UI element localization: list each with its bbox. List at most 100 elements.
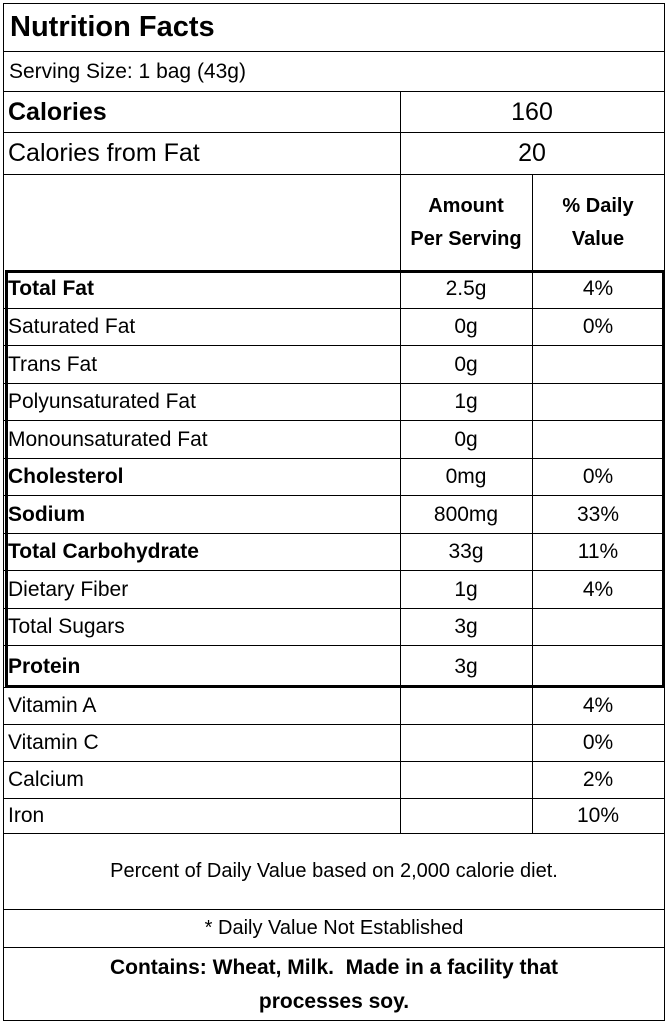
nutrient-name: Saturated Fat [8,315,136,338]
nutrient-amount: 1g [454,577,478,601]
table-row: Total Sugars 3g [4,609,664,646]
nutrient-daily-value: 0% [582,315,614,338]
column-header-row: Amount Per Serving % Daily Value [4,175,664,270]
allergen-line1: Contains: Wheat, Milk. Made in a facilit… [109,956,559,979]
nutrient-name: Monounsaturated Fat [8,427,208,451]
calories-from-fat-row: Calories from Fat 20 [4,133,664,175]
not-established-note: * Daily Value Not Established [204,917,464,939]
nutrient-name: Polyunsaturated Fat [8,390,196,413]
nutrient-daily-value [532,421,664,458]
nutrient-name: Sodium [8,502,85,526]
calories-from-fat-value: 20 [518,139,546,167]
table-row: Sodium 800mg 33% [4,496,664,534]
nutrient-daily-value [532,609,664,645]
divider [400,799,401,833]
nutrient-name: Vitamin C [8,731,99,754]
calories-row: Calories 160 [4,92,664,133]
divider [532,688,533,724]
nutrient-name: Cholesterol [8,465,124,488]
divider [400,92,401,132]
nutrient-daily-value: 0% [582,731,614,754]
nutrient-daily-value: 11% [577,540,619,563]
table-row: Calcium 2% [4,762,664,799]
divider [532,762,533,798]
daily-value-header-line1: % Daily [562,194,634,217]
allergen-line2: processes soy. [258,990,410,1013]
table-row: Total Carbohydrate 33g 11% [4,534,664,571]
nutrient-amount: 1g [454,390,478,413]
serving-size: Serving Size: 1 bag (43g) [9,59,246,83]
table-row: Monounsaturated Fat 0g [4,421,664,459]
table-row: Saturated Fat 0g 0% [4,309,664,346]
divider [400,762,401,798]
nutrient-amount: 0g [454,427,478,451]
amount-header-line2: Per Serving [410,227,522,250]
divider [400,421,401,458]
title-row: Nutrition Facts [4,4,664,52]
divider [532,725,533,761]
divider [532,384,533,420]
nutrient-name: Trans Fat [8,352,98,376]
nutrient-daily-value: 4% [582,277,614,300]
nutrient-daily-value: 2% [582,768,614,791]
nutrient-daily-value: 4% [582,694,614,717]
table-row: Vitamin A 4% [4,688,664,725]
divider [532,175,533,270]
nutrient-amount: 2.5g [445,277,487,300]
table-row: Polyunsaturated Fat 1g [4,384,664,421]
table-row: Iron 10% [4,799,664,834]
amount-header: Amount Per Serving [400,175,532,270]
table-row: Protein 3g [4,646,664,688]
divider [532,459,533,495]
daily-value-footnote: Percent of Daily Value based on 2,000 ca… [110,860,558,882]
divider [400,646,401,687]
nutrient-amount: 800mg [433,502,499,526]
nutrient-name: Protein [8,654,81,678]
daily-value-header: % Daily Value [532,175,664,270]
nutrient-name: Vitamin A [8,694,97,717]
divider [400,384,401,420]
nutrient-daily-value: 4% [582,577,614,601]
divider [400,346,401,383]
divider [400,133,401,174]
nutrient-daily-value [532,646,664,687]
divider [532,421,533,458]
table-row: Trans Fat 0g [4,346,664,384]
divider [400,725,401,761]
nutrient-amount: 33g [448,540,484,563]
daily-value-header-line2: Value [571,227,625,250]
nutrition-facts-label: Nutrition Facts Serving Size: 1 bag (43g… [3,3,665,1021]
table-row: Dietary Fiber 1g 4% [4,571,664,609]
footnote-row: Percent of Daily Value based on 2,000 ca… [4,834,664,910]
nutrient-name: Dietary Fiber [8,577,129,601]
divider [532,646,533,687]
amount-header-line1: Amount [428,194,504,217]
nutrient-amount: 0g [454,315,478,338]
nutrient-name: Calcium [8,768,84,791]
divider [400,496,401,533]
table-row: Total Fat 2.5g 4% [4,270,664,309]
nutrient-amount [400,799,532,833]
calories-from-fat-label: Calories from Fat [8,139,200,167]
divider [400,309,401,345]
nutrient-amount: 0g [454,352,478,376]
nutrient-daily-value [532,384,664,420]
divider [532,799,533,833]
divider [400,609,401,645]
nutrient-name: Total Carbohydrate [8,540,199,563]
nutrient-amount [400,725,532,761]
calories-label: Calories [8,97,107,126]
nutrient-daily-value: 0% [582,465,614,488]
divider [532,571,533,608]
nutrient-amount: 3g [454,615,478,638]
nutrient-amount [400,762,532,798]
nutrient-daily-value: 33% [576,502,620,526]
divider [532,309,533,345]
divider [532,534,533,570]
divider [532,270,533,308]
nutrient-amount [400,688,532,724]
divider [400,688,401,724]
nutrient-daily-value [532,346,664,383]
nutrient-amount: 3g [454,654,478,678]
divider [532,496,533,533]
